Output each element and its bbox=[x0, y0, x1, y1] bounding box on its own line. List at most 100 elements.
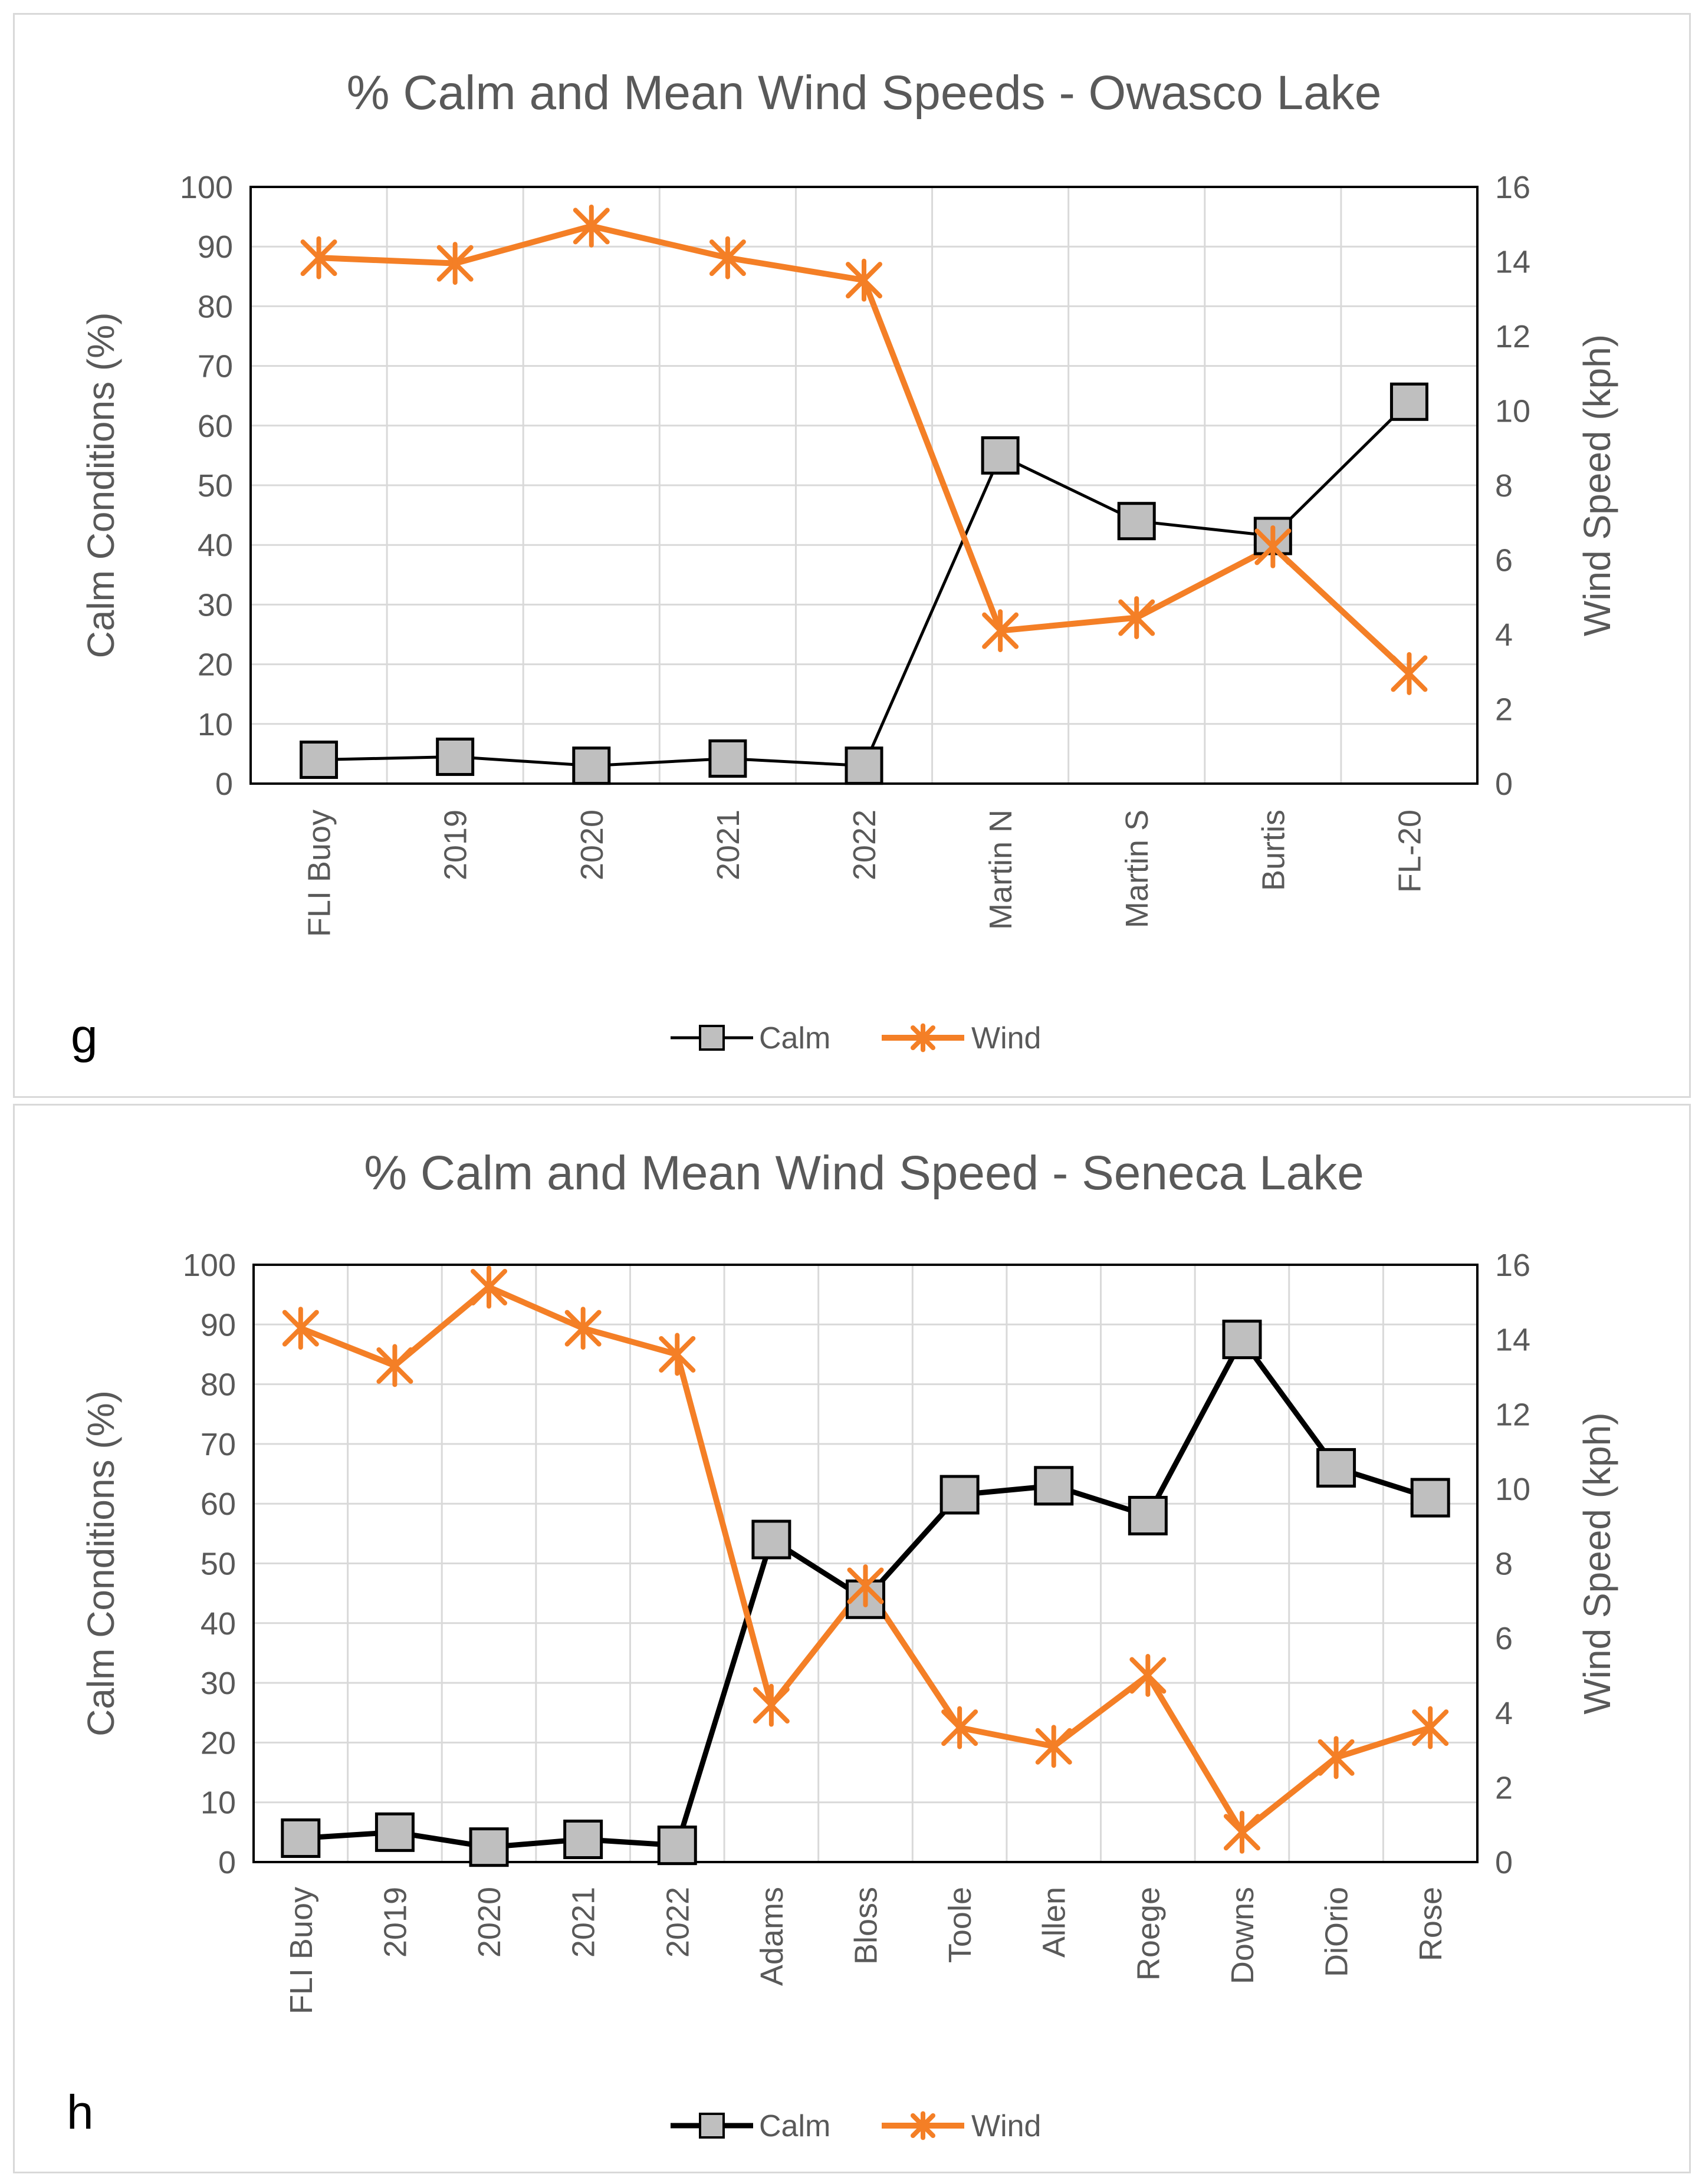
legend-wind-marker bbox=[911, 2111, 935, 2140]
wind-point bbox=[282, 1307, 319, 1350]
x-tick-label: Bloss bbox=[849, 1887, 884, 1965]
y2-tick-label: 2 bbox=[1495, 1770, 1513, 1805]
y2-tick-label: 4 bbox=[1495, 1696, 1513, 1731]
calm-point bbox=[436, 737, 475, 776]
legend-calm-marker bbox=[699, 1025, 725, 1051]
panel-label: h bbox=[67, 2086, 94, 2139]
y2-axis-title: Wind Speed (kph) bbox=[1576, 1412, 1618, 1714]
wind-point bbox=[436, 242, 474, 285]
wind-point bbox=[300, 236, 337, 279]
y-tick-label: 50 bbox=[201, 1547, 236, 1582]
chart-title: % Calm and Mean Wind Speeds - Owasco Lak… bbox=[347, 66, 1382, 120]
calm-point bbox=[1128, 1495, 1168, 1535]
y2-tick-label: 0 bbox=[1495, 767, 1513, 802]
y-tick-label: 80 bbox=[198, 289, 233, 324]
x-tick-label: Downs bbox=[1225, 1887, 1260, 1984]
y-tick-label: 0 bbox=[215, 767, 233, 802]
y2-tick-label: 8 bbox=[1495, 468, 1513, 504]
y2-tick-label: 0 bbox=[1495, 1845, 1513, 1880]
calm-point bbox=[939, 1475, 980, 1515]
y2-tick-label: 8 bbox=[1495, 1547, 1513, 1582]
wind-point bbox=[1129, 1654, 1167, 1697]
plot-area bbox=[252, 1264, 1479, 1863]
y2-tick-label: 6 bbox=[1495, 543, 1513, 578]
wind-point bbox=[982, 609, 1019, 653]
x-tick-label: Adams bbox=[754, 1887, 790, 1986]
calm-point bbox=[572, 746, 611, 785]
x-tick-label: 2019 bbox=[377, 1887, 413, 1958]
wind-point bbox=[941, 1706, 978, 1749]
series-line-calm bbox=[318, 400, 1411, 768]
x-tick-label: Rose bbox=[1413, 1887, 1448, 1961]
y-tick-label: 100 bbox=[183, 1248, 236, 1283]
y-tick-label: 30 bbox=[201, 1666, 236, 1701]
y2-tick-label: 14 bbox=[1495, 245, 1530, 280]
y-tick-label: 100 bbox=[180, 170, 233, 205]
y-tick-label: 70 bbox=[198, 349, 233, 384]
wind-point bbox=[376, 1344, 413, 1387]
y-tick-label: 80 bbox=[201, 1367, 236, 1403]
y2-tick-label: 16 bbox=[1495, 170, 1530, 205]
calm-point bbox=[981, 436, 1020, 475]
y-axis-title: Calm Conditions (%) bbox=[80, 1390, 122, 1736]
y2-tick-label: 16 bbox=[1495, 1248, 1530, 1283]
x-tick-label: DiOrio bbox=[1319, 1887, 1355, 1977]
calm-point bbox=[845, 746, 883, 785]
x-tick-label: 2019 bbox=[438, 810, 474, 880]
y-axis-title: Calm Conditions (%) bbox=[80, 313, 122, 659]
wind-point bbox=[846, 258, 882, 302]
calm-point bbox=[1117, 502, 1156, 541]
wind-point bbox=[1254, 525, 1292, 568]
y-tick-label: 90 bbox=[198, 229, 233, 265]
y-tick-label: 40 bbox=[198, 528, 233, 563]
y-tick-label: 70 bbox=[201, 1427, 236, 1462]
x-tick-label: Burtis bbox=[1256, 810, 1291, 891]
y2-tick-label: 4 bbox=[1495, 617, 1513, 653]
wind-point bbox=[1391, 652, 1428, 695]
y-tick-label: 20 bbox=[201, 1725, 236, 1761]
legend: Calm Wind bbox=[671, 2109, 1041, 2143]
legend-calm-label: Calm bbox=[759, 2109, 830, 2143]
y2-tick-label: 10 bbox=[1495, 1472, 1530, 1507]
y-tick-label: 20 bbox=[198, 647, 233, 683]
x-tick-label: Martin S bbox=[1119, 810, 1155, 928]
x-tick-label: 2022 bbox=[847, 810, 882, 880]
x-tick-label: FLI Buoy bbox=[284, 1887, 319, 2014]
calm-point bbox=[1389, 382, 1428, 421]
calm-point bbox=[469, 1827, 509, 1867]
x-tick-label: FL-20 bbox=[1392, 810, 1427, 893]
calm-point bbox=[1222, 1320, 1262, 1360]
wind-point bbox=[1412, 1706, 1449, 1749]
y-tick-label: 60 bbox=[201, 1486, 236, 1522]
wind-point bbox=[1035, 1725, 1072, 1768]
y-tick-label: 60 bbox=[198, 409, 233, 444]
y-tick-label: 10 bbox=[198, 707, 233, 742]
y-tick-label: 40 bbox=[201, 1606, 236, 1642]
x-tick-label: Martin N bbox=[983, 810, 1019, 930]
wind-point bbox=[564, 1307, 602, 1350]
y2-tick-label: 6 bbox=[1495, 1621, 1513, 1656]
calm-point bbox=[1316, 1448, 1356, 1488]
x-tick-label: FLI Buoy bbox=[302, 810, 337, 937]
y-tick-label: 50 bbox=[198, 468, 233, 504]
legend-calm-label: Calm bbox=[759, 1021, 830, 1055]
x-tick-label: 2021 bbox=[566, 1887, 602, 1958]
calm-point bbox=[657, 1826, 697, 1866]
wind-point bbox=[753, 1683, 790, 1727]
chart-h: % Calm and Mean Wind Speed - Seneca Lake… bbox=[67, 1146, 1618, 2143]
x-tick-label: 2020 bbox=[574, 810, 610, 880]
wind-point bbox=[1118, 596, 1155, 639]
chart-panel-g: % Calm and Mean Wind Speeds - Owasco Lak… bbox=[13, 13, 1691, 1098]
legend-wind-label: Wind bbox=[971, 1021, 1041, 1055]
chart-title: % Calm and Mean Wind Speed - Seneca Lake bbox=[364, 1146, 1364, 1200]
chart-g: % Calm and Mean Wind Speeds - Owasco Lak… bbox=[71, 66, 1618, 1063]
wind-point bbox=[573, 205, 610, 248]
x-tick-label: 2020 bbox=[472, 1887, 507, 1958]
wind-point bbox=[471, 1265, 508, 1309]
x-tick-label: 2021 bbox=[711, 810, 746, 880]
x-tick-label: Roege bbox=[1131, 1887, 1166, 1981]
calm-point bbox=[300, 741, 339, 779]
y2-tick-label: 12 bbox=[1495, 319, 1530, 354]
calm-point bbox=[281, 1818, 321, 1858]
y-tick-label: 90 bbox=[201, 1307, 236, 1343]
